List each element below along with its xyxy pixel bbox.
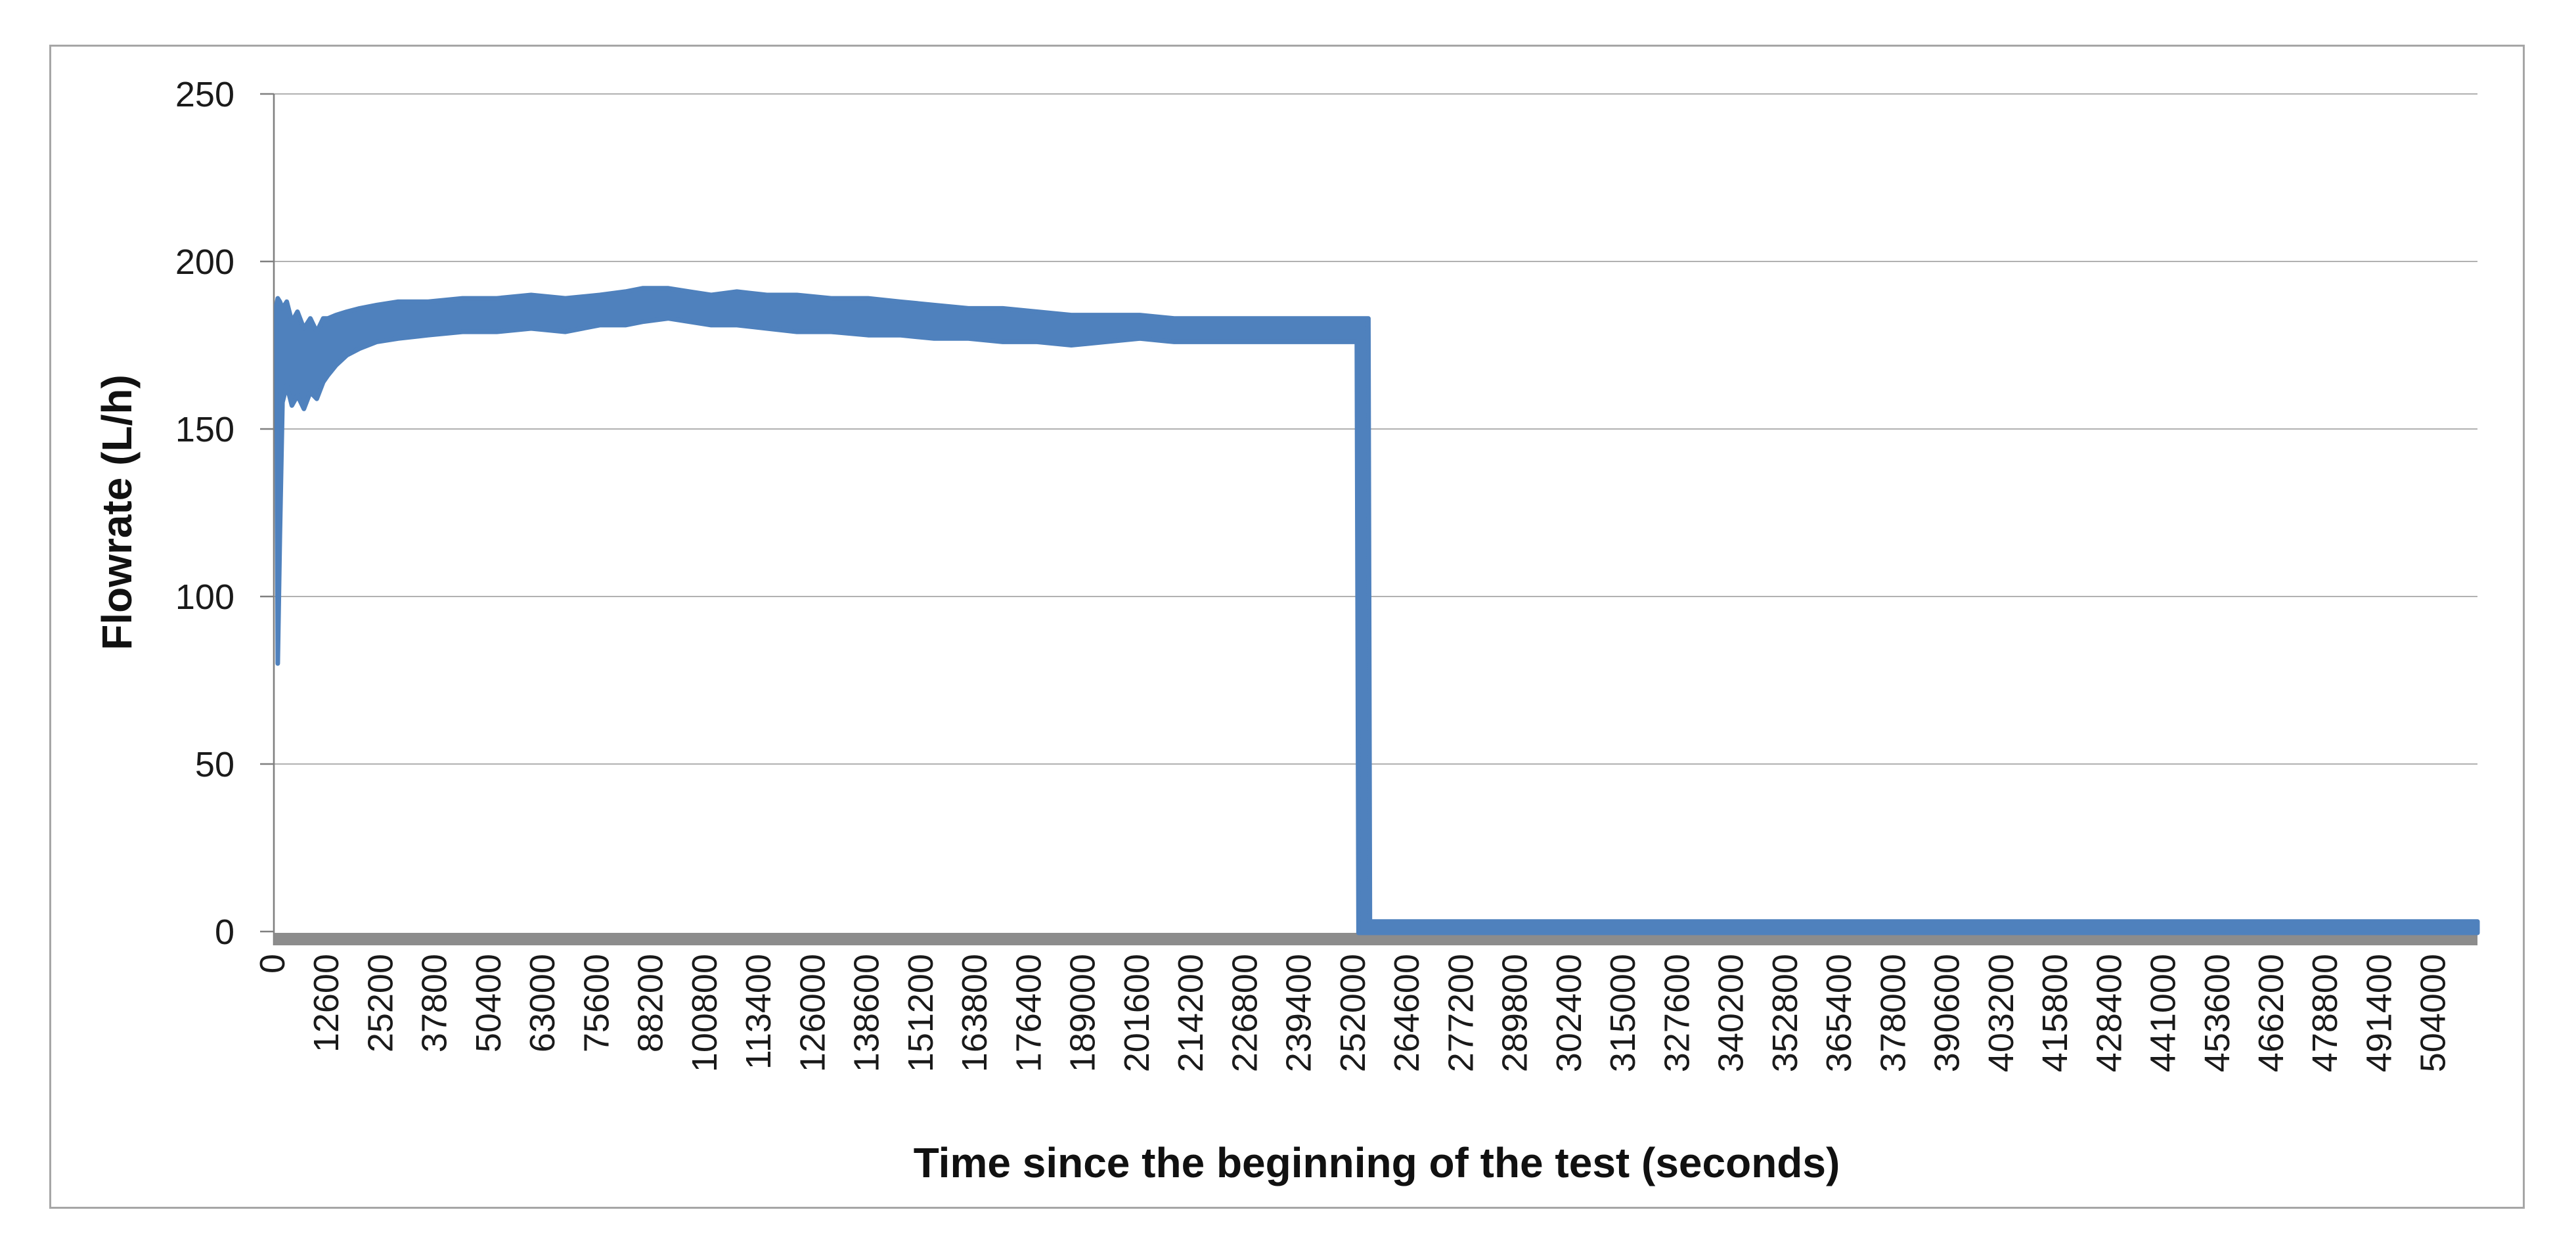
y-tick-label-0: 0	[215, 912, 234, 952]
chart-border	[49, 45, 2525, 1209]
x-tick-label-239400: 239400	[1279, 954, 1319, 1072]
y-tick-labels: 0 50 100 150 200 250	[175, 75, 234, 952]
x-tick-label-277200: 277200	[1441, 954, 1480, 1072]
x-tick-label-403200: 403200	[1982, 954, 2021, 1072]
x-tick-label-88200: 88200	[631, 954, 671, 1052]
x-tick-label-37800: 37800	[415, 954, 455, 1052]
x-tick-label-289800: 289800	[1496, 954, 1535, 1072]
x-tick-label-176400: 176400	[1009, 954, 1048, 1072]
x-tick-label-0: 0	[253, 954, 292, 974]
x-tick-label-453600: 453600	[2198, 954, 2237, 1072]
x-axis-thick-line	[274, 933, 2477, 945]
y-tick-label-200: 200	[175, 242, 234, 282]
x-tick-label-315000: 315000	[1603, 954, 1643, 1072]
x-tick-label-340200: 340200	[1712, 954, 1751, 1072]
x-tick-label-138600: 138600	[847, 954, 887, 1072]
y-tick-label-100: 100	[175, 577, 234, 617]
x-tick-label-428400: 428400	[2089, 954, 2129, 1072]
x-tick-label-441000: 441000	[2144, 954, 2183, 1072]
x-tick-label-214200: 214200	[1171, 954, 1210, 1072]
x-tick-label-478800: 478800	[2305, 954, 2345, 1072]
x-tick-label-491400: 491400	[2359, 954, 2399, 1072]
x-tick-label-415800: 415800	[2035, 954, 2075, 1072]
y-tick-label-150: 150	[175, 410, 234, 449]
x-tick-label-378000: 378000	[1873, 954, 1913, 1072]
x-tick-label-113400: 113400	[739, 954, 778, 1069]
x-tick-label-327600: 327600	[1657, 954, 1697, 1072]
x-tick-label-504000: 504000	[2414, 954, 2453, 1072]
x-tick-label-126000: 126000	[793, 954, 832, 1072]
flowrate-series-line	[274, 286, 2480, 935]
x-tick-label-252000: 252000	[1333, 954, 1373, 1072]
x-tick-label-365400: 365400	[1819, 954, 1859, 1072]
x-tick-label-189000: 189000	[1063, 954, 1103, 1072]
y-axis-title: Flowrate (L/h)	[93, 374, 141, 650]
x-tick-label-75600: 75600	[577, 954, 616, 1052]
x-tick-label-390600: 390600	[1928, 954, 1967, 1072]
x-tick-label-226800: 226800	[1225, 954, 1264, 1072]
y-axis	[260, 93, 275, 945]
y-tick-label-250: 250	[175, 75, 234, 114]
series-flowrate	[274, 286, 2480, 935]
y-gridlines	[274, 93, 2477, 765]
x-tick-label-12600: 12600	[307, 954, 346, 1052]
x-tick-label-466200: 466200	[2252, 954, 2291, 1072]
y-tick-label-50: 50	[195, 745, 234, 784]
x-tick-label-25200: 25200	[361, 954, 400, 1052]
x-tick-label-50400: 50400	[469, 954, 508, 1052]
x-axis-band	[274, 933, 2477, 945]
x-tick-label-302400: 302400	[1549, 954, 1589, 1072]
x-tick-label-63000: 63000	[523, 954, 562, 1052]
x-tick-labels: 0 12600 25200 37800 50400 63000 75600 88200 1008…	[253, 954, 2453, 1072]
x-tick-label-100800: 100800	[685, 954, 724, 1072]
x-tick-label-201600: 201600	[1117, 954, 1157, 1072]
x-tick-label-264600: 264600	[1387, 954, 1427, 1072]
x-tick-label-151200: 151200	[901, 954, 941, 1072]
x-tick-label-352800: 352800	[1765, 954, 1805, 1072]
x-tick-label-163800: 163800	[955, 954, 994, 1072]
x-axis-title: Time since the beginning of the test (se…	[914, 1139, 1840, 1186]
